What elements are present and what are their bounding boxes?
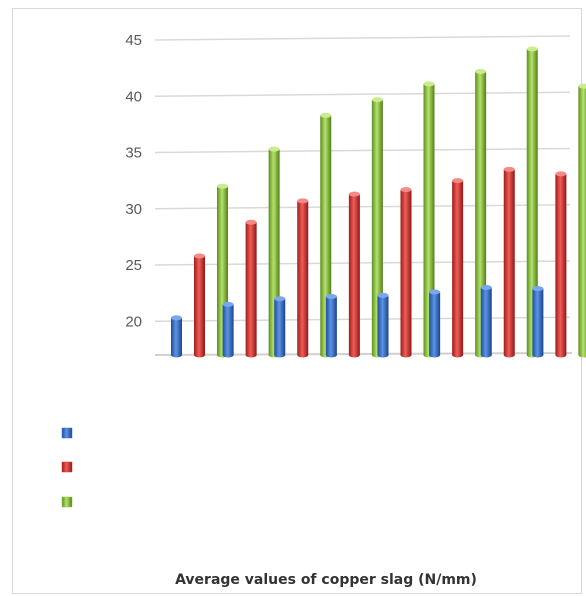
legend xyxy=(61,427,73,508)
bar-series2-6 xyxy=(452,178,464,358)
bars xyxy=(171,46,586,358)
y-axis-ticks: 20 25 30 35 40 45 xyxy=(125,32,142,330)
bar-series2-5 xyxy=(400,187,412,358)
bar-series1-1 xyxy=(171,315,182,358)
bar-series1-4 xyxy=(325,294,337,358)
y-tick-label: 40 xyxy=(125,88,142,105)
y-tick-label: 45 xyxy=(125,32,142,49)
gridline xyxy=(154,147,571,154)
bar-series3-8 xyxy=(578,83,586,358)
legend-marker-2 xyxy=(61,461,73,473)
legend-marker-3 xyxy=(61,496,73,508)
bar-series1-8 xyxy=(532,286,544,358)
y-tick-label: 20 xyxy=(125,313,142,330)
bar-series1-7 xyxy=(480,285,492,358)
bar-series2-3 xyxy=(297,198,309,358)
gridline xyxy=(154,91,571,97)
y-tick-label: 25 xyxy=(125,257,142,274)
bar-series1-6 xyxy=(429,289,441,358)
y-tick-label: 30 xyxy=(125,201,142,218)
bar-series1-5 xyxy=(377,292,389,358)
chart-caption: Average values of copper slag (N/mm) xyxy=(175,572,477,588)
bar-series1-3 xyxy=(274,296,286,358)
bar-series2-8 xyxy=(555,171,567,358)
y-tick-label: 35 xyxy=(125,145,142,162)
bar-series1-2 xyxy=(222,301,234,358)
bar-series2-2 xyxy=(245,219,257,358)
bar-series2-4 xyxy=(348,191,360,358)
bar-series2-1 xyxy=(194,253,205,358)
gridline xyxy=(154,35,571,41)
bar-series2-7 xyxy=(503,166,515,358)
legend-marker-1 xyxy=(61,427,73,439)
